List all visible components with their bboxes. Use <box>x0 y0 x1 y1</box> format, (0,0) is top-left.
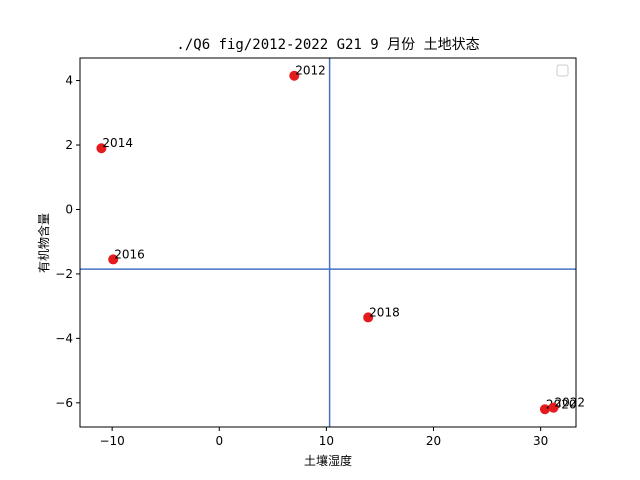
x-tick-label: 30 <box>533 434 548 448</box>
y-tick-label: −6 <box>55 396 73 410</box>
data-point-2018 <box>363 312 374 323</box>
plot-frame <box>79 57 577 428</box>
point-label-2014: 2014 <box>102 136 133 150</box>
data-point-2022 <box>548 402 559 413</box>
x-tick-label: 20 <box>426 434 441 448</box>
x-tick-label: 10 <box>319 434 334 448</box>
y-tick-label: 0 <box>65 202 73 216</box>
point-label-2016: 2016 <box>114 247 145 261</box>
x-tick-label: −10 <box>99 434 124 448</box>
data-point-2016 <box>108 254 119 265</box>
legend-box <box>556 64 569 77</box>
point-label-2012: 2012 <box>295 64 326 78</box>
y-tick-label: 4 <box>65 74 73 88</box>
point-label-2018: 2018 <box>369 305 400 319</box>
x-tick-label: 0 <box>215 434 223 448</box>
y-tick-label: 2 <box>65 138 73 152</box>
data-point-2014 <box>96 143 107 154</box>
y-tick-label: −4 <box>55 331 73 345</box>
point-label-2022: 2022 <box>555 396 586 410</box>
data-point-2012 <box>289 70 300 81</box>
data-point-2020 <box>539 404 550 415</box>
y-tick-label: −2 <box>55 267 73 281</box>
chart-title: ./Q6 fig/2012-2022 G21 9 月份 土地状态 <box>176 37 479 53</box>
x-axis-label: 土壤湿度 <box>304 453 352 468</box>
y-axis-label: 有机物含量 <box>36 213 51 273</box>
